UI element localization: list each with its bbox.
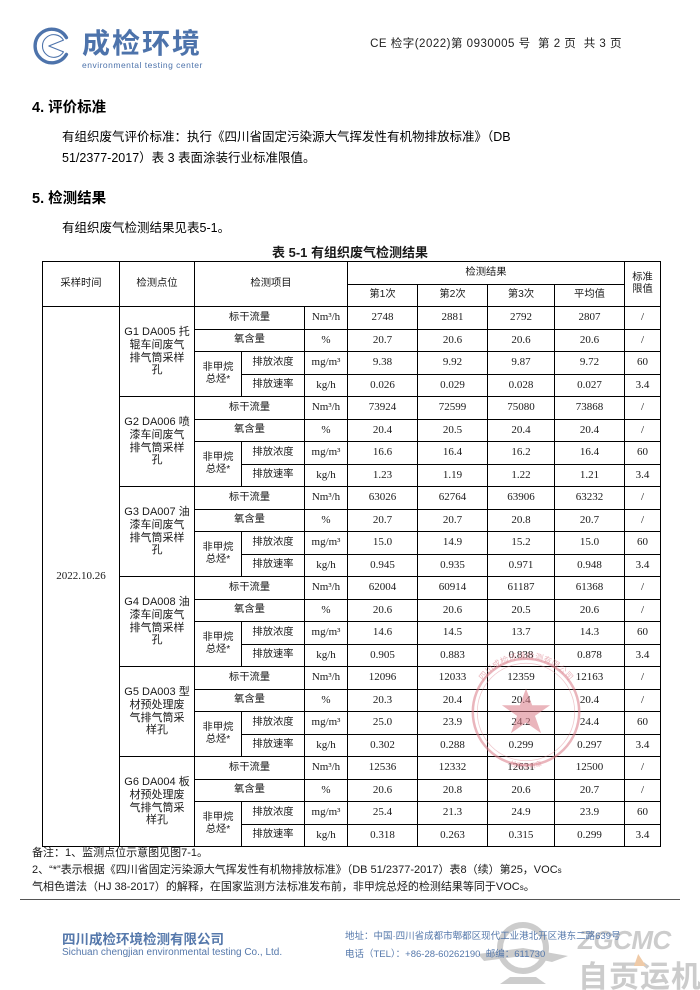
svg-text:检测专用章: 检测专用章 <box>509 758 543 771</box>
